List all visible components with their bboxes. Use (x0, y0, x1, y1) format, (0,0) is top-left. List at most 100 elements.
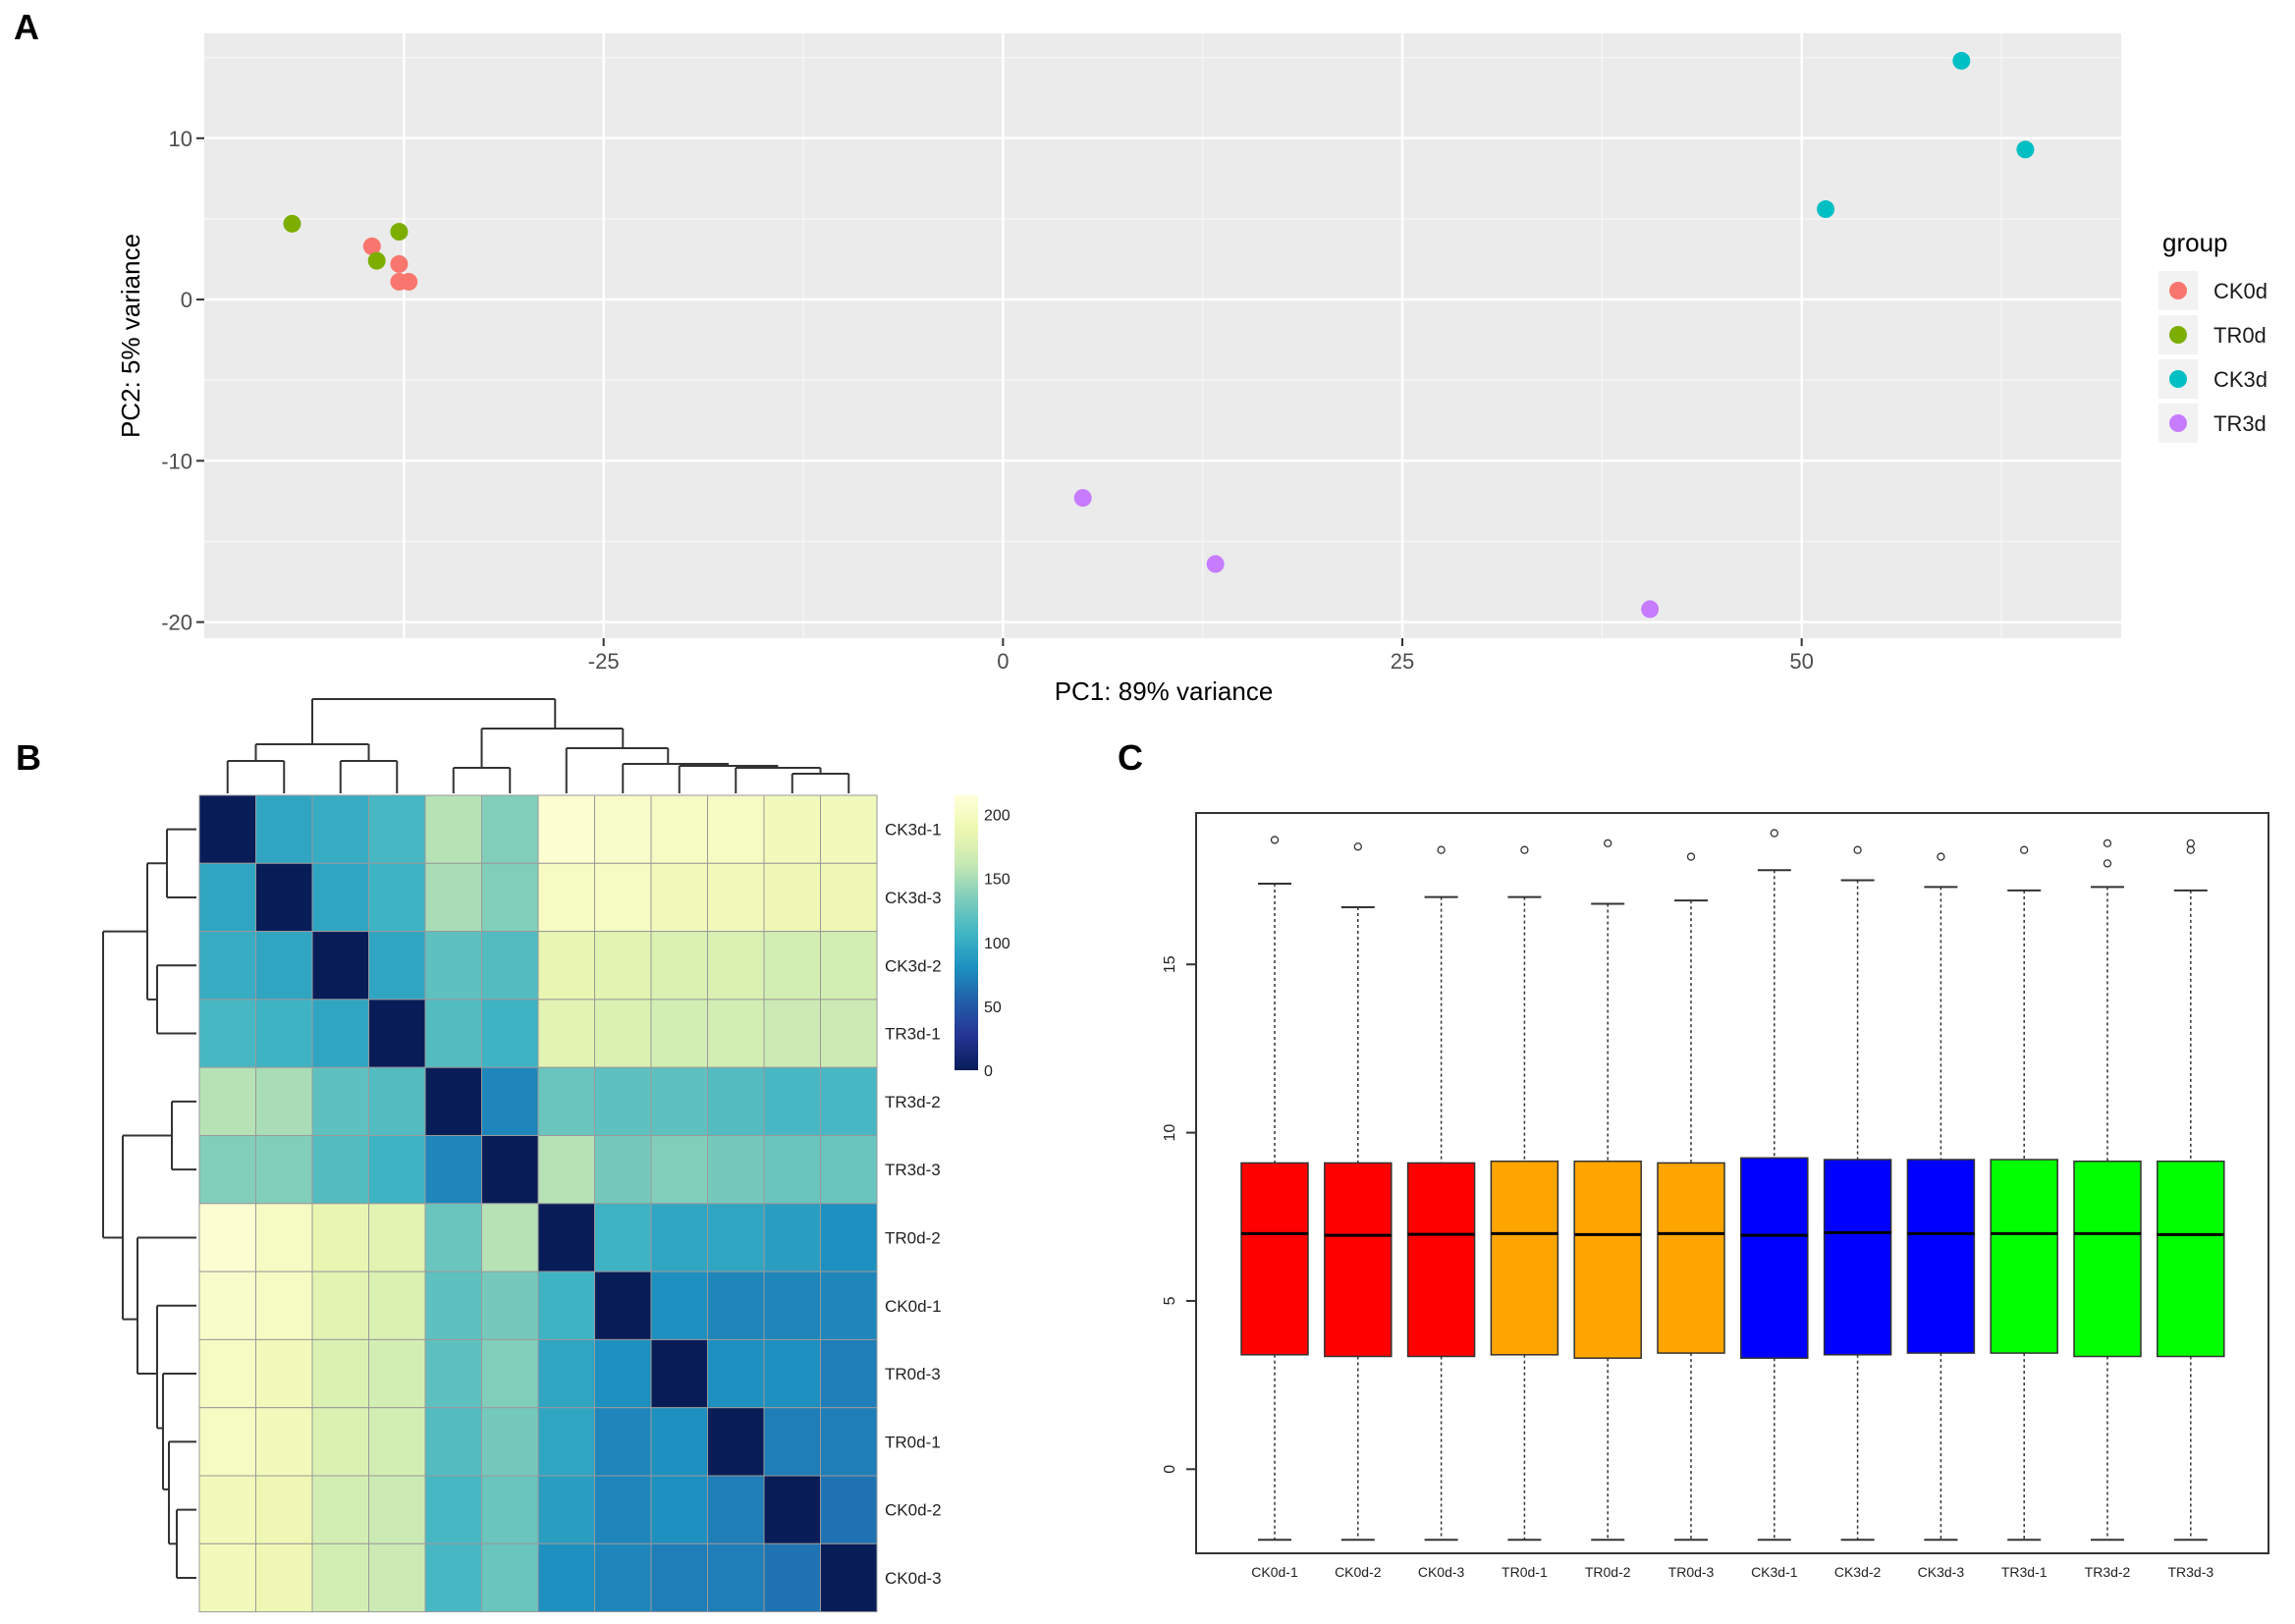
heatmap-cell (424, 1543, 482, 1613)
pca-y-tick-label: 0 (181, 288, 192, 312)
boxplot-box-tr3d-3 (2157, 839, 2225, 1542)
boxplot-x-label: TR0d-1 (1502, 1564, 1548, 1580)
heatmap-cell (537, 999, 595, 1068)
heatmap-row-label: TR0d-1 (885, 1433, 941, 1451)
heatmap-cell (255, 1271, 313, 1340)
heatmap-colorbar-tick-label: 100 (984, 936, 1011, 952)
heatmap-row-label: CK0d-3 (885, 1569, 942, 1588)
heatmap-cell (255, 862, 313, 933)
pca-point-tr0d (390, 223, 409, 242)
boxplot-iqr-box (1406, 1162, 1476, 1358)
boxplot-box-ck0d-1 (1240, 836, 1309, 1542)
heatmap-cell (368, 1271, 426, 1340)
heatmap-cell (537, 1543, 595, 1613)
boxplot-box-ck3d-2 (1823, 845, 1892, 1542)
heatmap-cell (594, 1543, 652, 1613)
boxplot-iqr-box (1990, 1159, 2058, 1354)
heatmap-cell (424, 1338, 482, 1409)
heatmap-cell (481, 931, 539, 1001)
boxplot-iqr-box (1490, 1160, 1559, 1356)
heatmap-cell (650, 1271, 708, 1340)
heatmap-cell (763, 931, 821, 1001)
boxplot-box-tr3d-1 (1990, 845, 2058, 1542)
heatmap-cell (820, 1338, 878, 1409)
boxplot-x-label: TR3d-2 (2085, 1564, 2131, 1580)
heatmap-cell (537, 1135, 595, 1205)
heatmap-cell (255, 1407, 313, 1477)
heatmap-cell (311, 999, 369, 1068)
pca-legend-label: TR0d (2213, 323, 2267, 348)
heatmap-cell (311, 1203, 369, 1272)
heatmap-cell (537, 931, 595, 1001)
boxplot-x-label: CK0d-2 (1335, 1564, 1382, 1580)
heatmap-cell (650, 1203, 708, 1272)
heatmap-cell (820, 1135, 878, 1205)
heatmap-cell (255, 1135, 313, 1205)
pca-legend-marker-tr3d (2169, 414, 2187, 432)
heatmap-cell (198, 1338, 256, 1409)
boxplot-outlier (1353, 842, 1362, 851)
heatmap-cell (368, 1135, 426, 1205)
boxplot-x-label: CK0d-3 (1418, 1564, 1465, 1580)
boxplot-outlier (2103, 839, 2112, 847)
boxplot-y-ticks: 0 5 10 15 (1162, 955, 1196, 1474)
heatmap-cell (198, 1203, 256, 1272)
heatmap-cell (255, 1203, 313, 1272)
heatmap-cell (763, 794, 821, 864)
heatmap-row-label: TR3d-1 (885, 1025, 941, 1044)
heatmap-colorbar-ticks: 200 150 100 50 0 (984, 808, 1011, 1080)
heatmap-cell (537, 1271, 595, 1340)
heatmap-cell (368, 1338, 426, 1409)
boxplot-x-label: CK3d-3 (1918, 1564, 1965, 1580)
heatmap-cell (707, 1066, 765, 1136)
heatmap-cell (594, 1203, 652, 1272)
heatmap-cell (763, 999, 821, 1068)
boxplot-box-ck0d-3 (1406, 845, 1476, 1542)
heatmap-cell (650, 1543, 708, 1613)
heatmap-cell (255, 931, 313, 1001)
heatmap-cell (707, 999, 765, 1068)
heatmap-cell (707, 1475, 765, 1544)
boxplot-iqr-box (1240, 1162, 1309, 1356)
pca-x-tick-label: -25 (588, 649, 620, 674)
heatmap-cell (707, 1338, 765, 1409)
heatmap-cell (707, 931, 765, 1001)
boxplot-outlier (2186, 845, 2195, 854)
pca-y-ticks: 10 0 -10 -20 (161, 127, 204, 635)
pca-point-ck3d (1952, 51, 1971, 70)
heatmap-cell (481, 1135, 539, 1205)
heatmap-cells (198, 794, 878, 1613)
heatmap-cell (594, 999, 652, 1068)
heatmap-cell (707, 1203, 765, 1272)
boxplot-iqr-box (1573, 1160, 1642, 1359)
heatmap-row-label: CK3d-1 (885, 821, 942, 839)
heatmap-cell (763, 1271, 821, 1340)
boxplot-outlier (1437, 845, 1446, 854)
heatmap-cell (763, 1203, 821, 1272)
heatmap-cell (368, 1475, 426, 1544)
heatmap-cell (650, 1135, 708, 1205)
heatmap-cell (255, 1338, 313, 1409)
boxplot-iqr-box (1740, 1157, 1809, 1359)
heatmap-row-label: CK0d-2 (885, 1501, 942, 1520)
heatmap-colorbar-tick-label: 0 (984, 1063, 993, 1080)
panel-c-label: C (1118, 737, 1143, 778)
boxplot-box-ck3d-3 (1906, 852, 1976, 1542)
boxplot-box-tr0d-3 (1657, 852, 1725, 1542)
pca-y-tick-label: -10 (161, 449, 192, 473)
pca-y-axis-label: PC2: 5% variance (116, 234, 145, 438)
heatmap-cell (537, 1203, 595, 1272)
heatmap-cell (820, 1407, 878, 1477)
heatmap-column-dendrogram (226, 698, 850, 793)
boxplot-y-tick-label: 15 (1162, 955, 1178, 973)
boxplot-x-label: CK3d-1 (1751, 1564, 1798, 1580)
heatmap-row-label: TR3d-2 (885, 1093, 941, 1111)
heatmap-cell (594, 1475, 652, 1544)
heatmap-cell (198, 794, 256, 864)
heatmap-cell (650, 999, 708, 1068)
heatmap-cell (820, 862, 878, 933)
boxplot-box-tr0d-2 (1573, 839, 1642, 1542)
heatmap-colorbar-tick-label: 150 (984, 872, 1011, 889)
pca-x-tick-label: 0 (997, 649, 1009, 674)
heatmap-row-label: CK3d-3 (885, 889, 942, 907)
